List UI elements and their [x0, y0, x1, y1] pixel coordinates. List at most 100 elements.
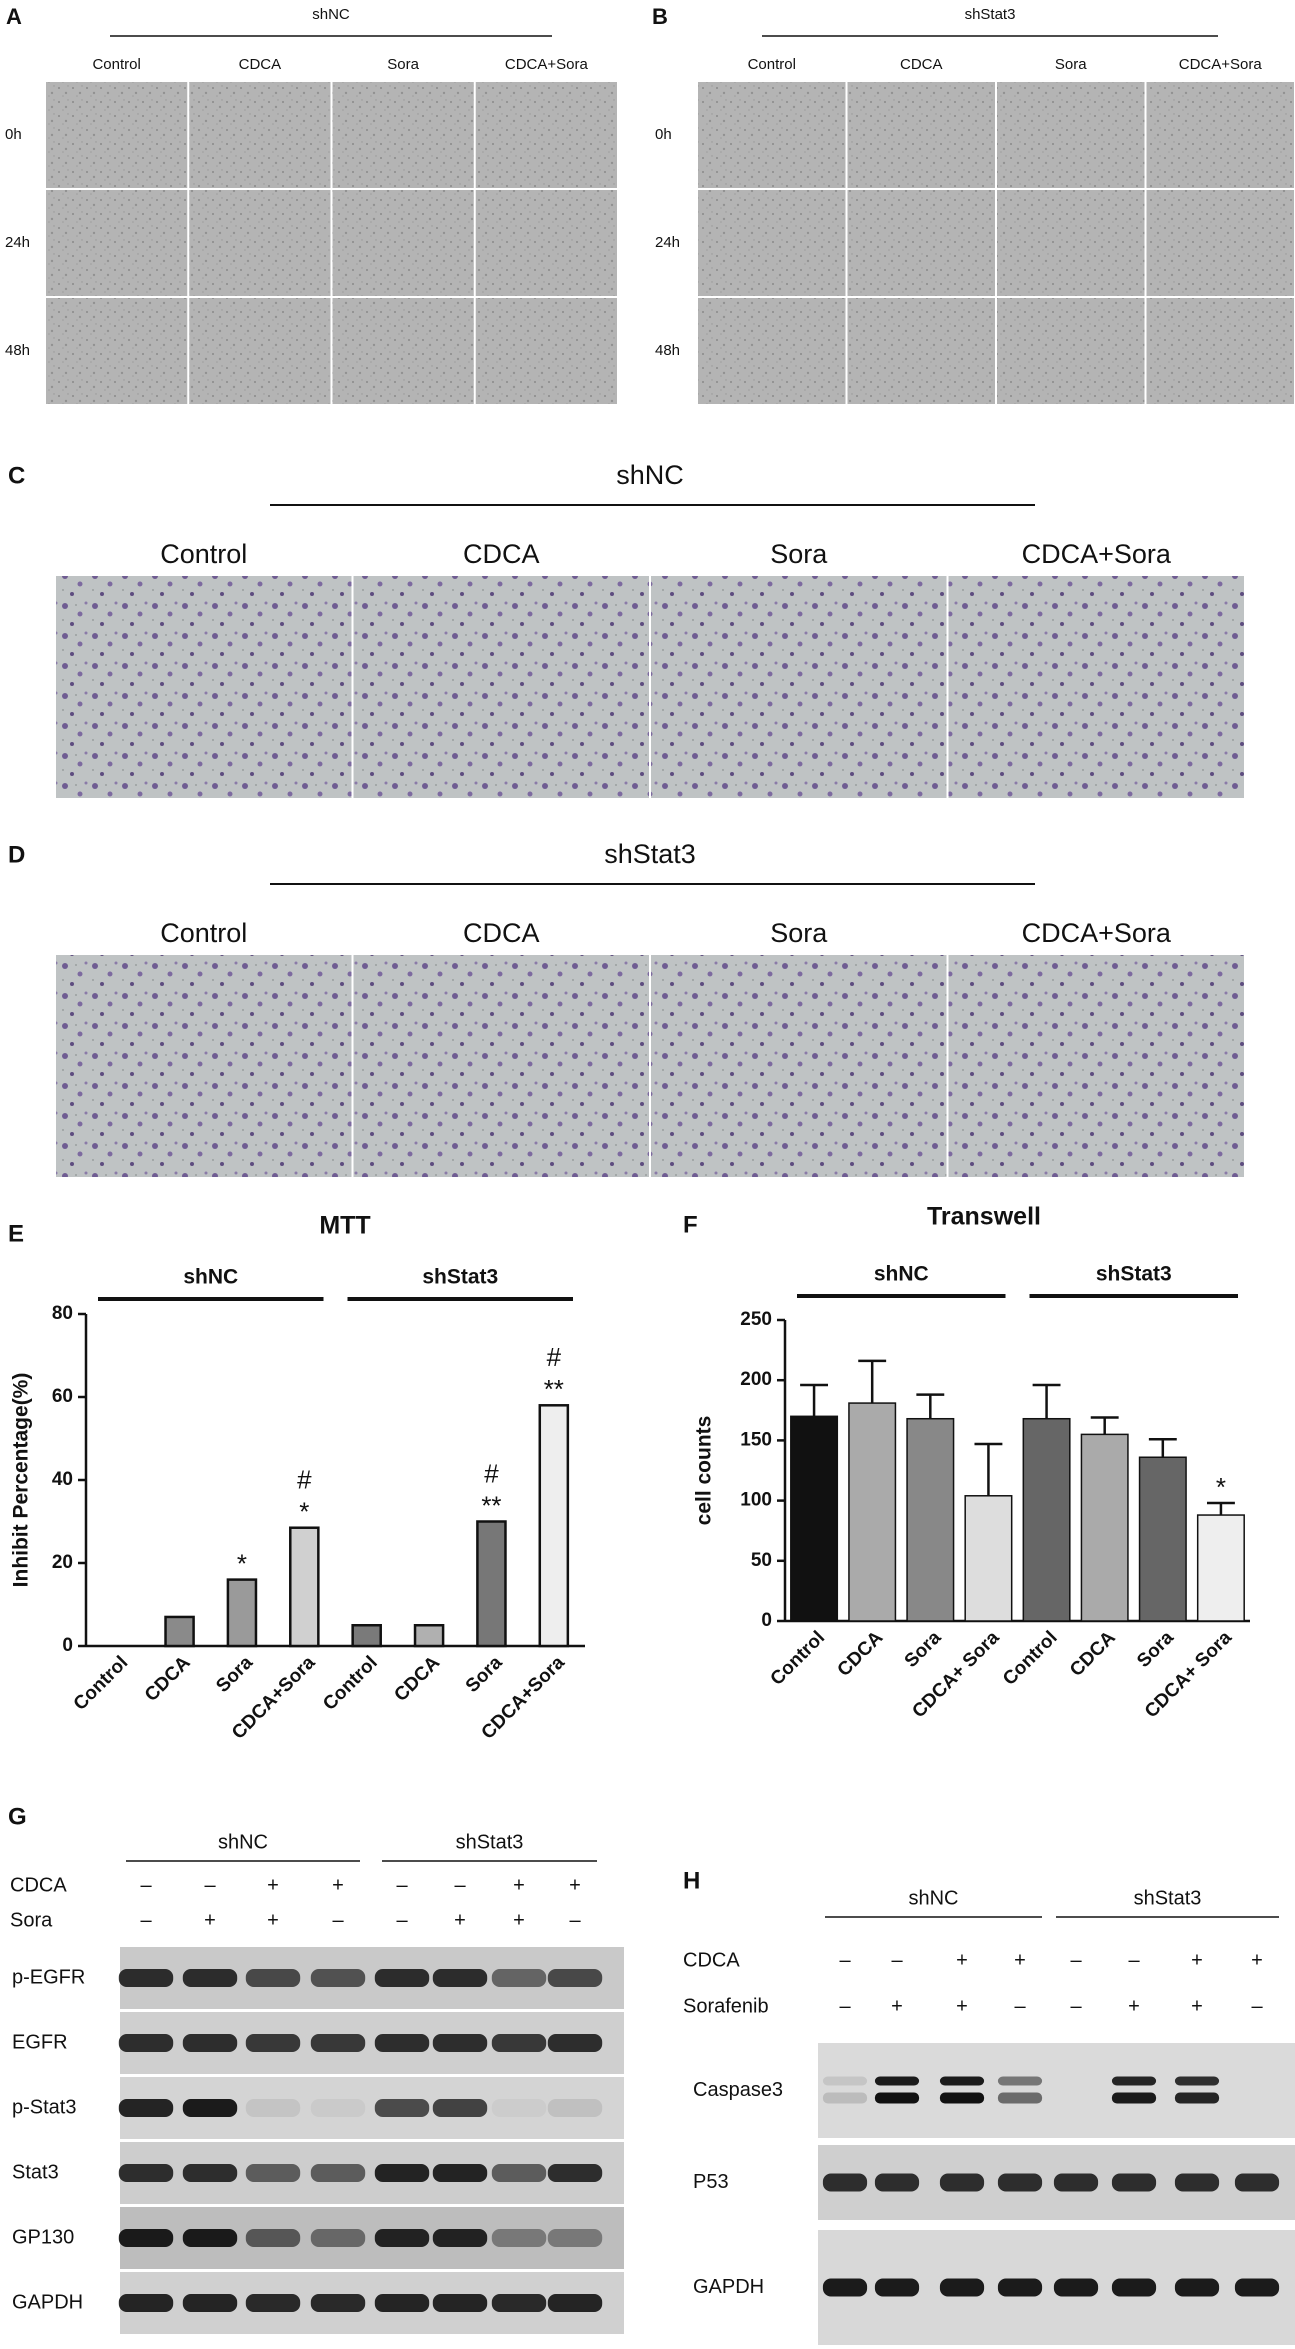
blot-band — [118, 2164, 174, 2182]
blot-band — [547, 2034, 603, 2052]
condition-sign: + — [267, 1874, 279, 1896]
blot-band — [310, 2034, 366, 2052]
blot-label: p-EGFR — [12, 1966, 85, 1988]
group-label: shNC — [183, 1266, 238, 1289]
panel-label: E — [8, 1220, 24, 1247]
condition-sign: + — [1191, 1995, 1203, 2017]
condition-sign: + — [204, 1909, 216, 1931]
blot-label: GAPDH — [12, 2291, 83, 2313]
y-axis-label: Inhibit Percentage(%) — [10, 1373, 33, 1588]
micrograph — [997, 190, 1145, 296]
blot-band — [1111, 2076, 1157, 2086]
micrograph — [1146, 298, 1294, 404]
blot-band — [432, 2229, 488, 2247]
blot-band — [1111, 2173, 1157, 2192]
condition-sign: – — [1014, 1995, 1026, 2017]
bar — [351, 1624, 382, 1648]
micrograph — [189, 190, 331, 296]
blot-band — [939, 2278, 985, 2297]
condition-sign: – — [1070, 1995, 1082, 2017]
blot-band — [182, 1969, 238, 1987]
column-label: CDCA — [463, 918, 540, 948]
blot-band — [374, 2294, 430, 2312]
micrograph — [332, 298, 474, 404]
column-label: Sora — [1055, 56, 1087, 73]
y-tick-label: 40 — [52, 1469, 73, 1490]
blot-band — [939, 2092, 985, 2104]
blot-strip — [818, 2043, 1295, 2138]
micrograph — [847, 298, 995, 404]
blot-band — [1234, 2173, 1280, 2192]
y-tick-label: 100 — [740, 1490, 772, 1511]
x-tick-label: Sora — [212, 1652, 257, 1697]
blot-band — [997, 2092, 1043, 2104]
group-label: shStat3 — [965, 6, 1016, 23]
blot-band — [118, 2229, 174, 2247]
group-label: shStat3 — [1134, 1887, 1202, 1909]
blot-band — [547, 1969, 603, 1987]
micrograph — [651, 955, 947, 1177]
blot-band — [822, 2076, 868, 2086]
blot-band — [118, 2099, 174, 2117]
micrograph — [948, 576, 1244, 798]
group-label: shStat3 — [422, 1266, 498, 1289]
bar — [1196, 1514, 1245, 1622]
bar — [1138, 1456, 1187, 1622]
blot-band — [118, 2034, 174, 2052]
significance-mark: * — [1216, 1472, 1226, 1502]
blot-band — [432, 2164, 488, 2182]
blot-band — [1111, 2278, 1157, 2297]
blot-band — [547, 2164, 603, 2182]
micrograph — [651, 576, 947, 798]
y-tick-label: 150 — [740, 1429, 772, 1450]
column-label: CDCA+Sora — [1022, 539, 1172, 569]
row-label: 24h — [5, 234, 30, 251]
column-label: Sora — [387, 56, 419, 73]
condition-sign: + — [1191, 1949, 1203, 1971]
x-tick-label: CDCA — [834, 1627, 888, 1681]
blot-band — [997, 2076, 1043, 2086]
condition-label: Sora — [10, 1909, 53, 1931]
blot-band — [245, 2164, 301, 2182]
condition-sign: – — [1128, 1949, 1140, 1971]
y-tick-label: 20 — [52, 1552, 73, 1573]
row-label: 48h — [655, 342, 680, 359]
blot-band — [245, 1969, 301, 1987]
group-label: shStat3 — [456, 1831, 524, 1853]
bar — [476, 1520, 507, 1648]
condition-sign: – — [1251, 1995, 1263, 2017]
condition-sign: + — [1251, 1949, 1263, 1971]
x-tick-label: CDCA — [141, 1652, 195, 1706]
y-tick-label: 50 — [751, 1550, 772, 1571]
panel-label: F — [683, 1211, 698, 1238]
blot-band — [182, 2099, 238, 2117]
row-label: 24h — [655, 234, 680, 251]
blot-band — [1174, 2092, 1220, 2104]
condition-sign: + — [569, 1874, 581, 1896]
blot-band — [491, 2099, 547, 2117]
micrograph — [56, 576, 352, 798]
chart-title: Transwell — [927, 1203, 1041, 1231]
micrograph — [475, 82, 617, 188]
y-tick-label: 0 — [62, 1635, 73, 1656]
bar — [964, 1495, 1013, 1622]
blot-band — [939, 2076, 985, 2086]
blot-band — [432, 1969, 488, 1987]
panel-label: C — [8, 462, 25, 489]
blot-band — [939, 2173, 985, 2192]
x-tick-label: Sora — [1133, 1627, 1178, 1672]
column-label: Sora — [770, 918, 828, 948]
blot-band — [374, 2164, 430, 2182]
bar — [413, 1624, 445, 1648]
blot-band — [310, 1969, 366, 1987]
bar — [1022, 1417, 1071, 1622]
group-label: shNC — [616, 460, 684, 490]
blot-band — [822, 2173, 868, 2192]
micrograph — [46, 298, 188, 404]
x-tick-label: Control — [767, 1627, 830, 1690]
x-tick-label: Sora — [901, 1627, 946, 1672]
blot-band — [1174, 2076, 1220, 2086]
micrograph — [353, 576, 649, 798]
column-label: CDCA — [900, 56, 943, 73]
blot-band — [822, 2092, 868, 2104]
